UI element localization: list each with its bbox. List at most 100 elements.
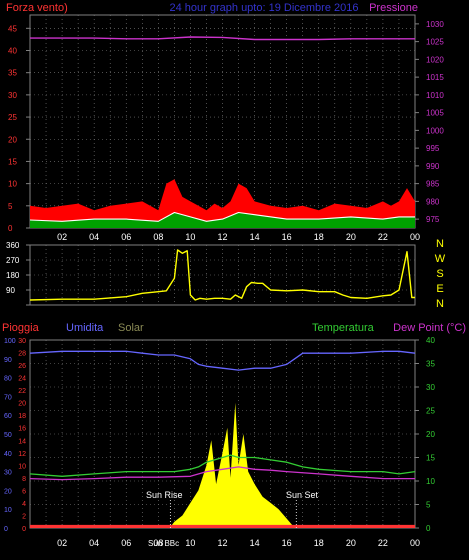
time-tick-label: 08 (153, 538, 163, 548)
pressure-axis-tick-label: 1030 (426, 20, 444, 29)
pressure-line (30, 36, 415, 41)
wind-direction-line (29, 249, 415, 301)
rain-axis-tick-label: 8 (22, 476, 26, 483)
wind-axis-tick-label: 0 (8, 224, 13, 233)
rain-axis-tick-label: 22 (18, 388, 26, 395)
rain-humidity-temp-panel: 0102030405060708090100024681012141618202… (4, 336, 435, 548)
temperature-axis-tick-label: 15 (426, 454, 435, 463)
pressure-axis-tick-label: 1000 (426, 126, 444, 135)
rain-axis-tick-label: 4 (22, 501, 26, 508)
sun-set-label: Sun Set (286, 490, 319, 500)
humidity-axis-tick-label: 70 (4, 394, 12, 401)
humidity-axis-tick-label: 40 (4, 451, 12, 458)
rain-axis-tick-label: 18 (18, 413, 26, 420)
time-tick-label: 12 (217, 232, 227, 242)
sun-bbc-label: Sun BBc (148, 539, 179, 548)
time-tick-label: 16 (282, 538, 292, 548)
time-tick-label: 20 (346, 232, 356, 242)
time-tick-label: 02 (57, 538, 67, 548)
direction-axis-tick-label: 90 (6, 286, 15, 295)
compass-label: E (436, 283, 443, 295)
time-tick-label: 08 (153, 232, 163, 242)
pressure-axis-tick-label: 990 (426, 162, 440, 171)
wind-axis-title: Forza vento) (6, 2, 68, 14)
humidity-axis-tick-label: 30 (4, 470, 12, 477)
wind-average-line (29, 211, 415, 222)
solar-axis-title: Solar (118, 322, 144, 334)
compass-label: N (436, 238, 444, 250)
dewpoint-axis-title: Dew Point (°C) (393, 322, 466, 334)
pressure-axis-tick-label: 975 (426, 215, 440, 224)
rain-axis-tick-label: 28 (18, 351, 26, 358)
temperature-axis-tick-label: 10 (426, 477, 435, 486)
compass-label: N (436, 298, 444, 310)
rain-axis-tick-label: 12 (18, 451, 26, 458)
rain-axis-tick-label: 24 (18, 376, 26, 383)
rain-axis-tick-label: 10 (18, 463, 26, 470)
rain-area (30, 524, 415, 528)
chart-title: 24 hour graph upto: 19 Dicembre 2016 (170, 2, 359, 14)
rain-axis-title: Pioggia (2, 322, 40, 334)
humidity-axis-tick-label: 90 (4, 357, 12, 364)
time-tick-label: 10 (185, 538, 195, 548)
humidity-axis-tick-label: 100 (4, 338, 16, 345)
time-tick-label: 18 (314, 538, 324, 548)
rain-axis-tick-label: 26 (18, 363, 26, 370)
humidity-axis-tick-label: 0 (4, 526, 8, 533)
pressure-axis-tick-label: 1005 (426, 109, 444, 118)
time-tick-label: 06 (121, 538, 131, 548)
rain-axis-tick-label: 14 (18, 438, 26, 445)
wind-pressure-panel: 0510152025303540459759809859909951000100… (8, 14, 444, 242)
rain-axis-tick-label: 6 (22, 488, 26, 495)
wind-axis-tick-label: 45 (8, 24, 17, 33)
humidity-axis-tick-label: 20 (4, 488, 12, 495)
wind-axis-tick-label: 20 (8, 135, 17, 144)
humidity-axis-tick-label: 80 (4, 376, 12, 383)
wind-axis-tick-label: 35 (8, 69, 17, 78)
humidity-axis-tick-label: 50 (4, 432, 12, 439)
pressure-axis-tick-label: 1025 (426, 38, 444, 47)
time-tick-label: 04 (89, 538, 99, 548)
temperature-axis-title: Temperatura (312, 322, 375, 334)
pressure-axis-tick-label: 995 (426, 144, 440, 153)
solar-area (30, 402, 415, 528)
time-tick-label: 22 (378, 538, 388, 548)
wind-axis-tick-label: 10 (8, 180, 17, 189)
time-tick-label: 10 (185, 232, 195, 242)
rain-axis-tick-label: 30 (18, 338, 26, 345)
pressure-axis-tick-label: 980 (426, 197, 440, 206)
wind-gust-area (30, 179, 415, 228)
time-tick-label: 12 (217, 538, 227, 548)
temperature-axis-tick-label: 0 (426, 524, 431, 533)
temperature-axis-tick-label: 30 (426, 383, 435, 392)
time-tick-label: 00 (410, 232, 420, 242)
compass-label: S (436, 268, 443, 280)
temperature-axis-tick-label: 25 (426, 407, 435, 416)
time-tick-label: 16 (282, 232, 292, 242)
pressure-axis-title: Pressione (369, 2, 418, 14)
time-tick-label: 18 (314, 232, 324, 242)
time-tick-label: 14 (250, 232, 260, 242)
time-tick-label: 22 (378, 232, 388, 242)
wind-average-area (30, 212, 415, 228)
sun-rise-label: Sun Rise (146, 490, 183, 500)
rain-axis-tick-label: 2 (22, 513, 26, 520)
pressure-axis-tick-label: 985 (426, 180, 440, 189)
time-tick-label: 02 (57, 232, 67, 242)
direction-axis-tick-label: 270 (6, 256, 20, 265)
time-tick-label: 14 (250, 538, 260, 548)
wind-axis-tick-label: 25 (8, 113, 17, 122)
wind-axis-tick-label: 5 (8, 202, 13, 211)
temperature-axis-tick-label: 40 (426, 336, 435, 345)
temperature-line (29, 454, 416, 477)
temperature-axis-tick-label: 35 (426, 360, 435, 369)
compass-label: W (435, 253, 446, 265)
wind-axis-tick-label: 15 (8, 157, 17, 166)
pressure-axis-tick-label: 1020 (426, 55, 444, 64)
direction-axis-tick-label: 360 (6, 241, 20, 250)
pressure-axis-tick-label: 1015 (426, 73, 444, 82)
humidity-axis-tick-label: 10 (4, 507, 12, 514)
rain-axis-tick-label: 16 (18, 426, 26, 433)
